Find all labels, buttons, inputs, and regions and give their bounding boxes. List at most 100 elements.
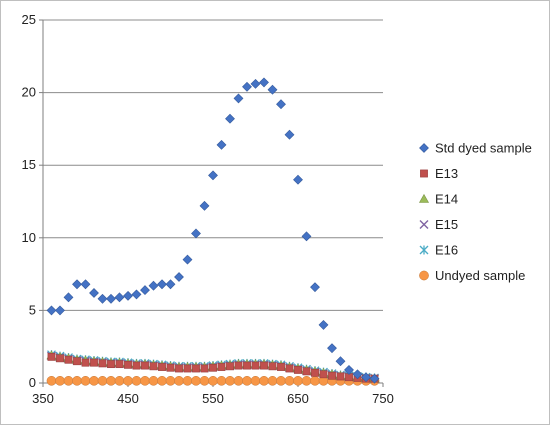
data-point xyxy=(328,371,336,380)
data-point xyxy=(242,81,252,92)
data-point xyxy=(148,280,159,291)
legend-label: E15 xyxy=(435,217,458,232)
data-point xyxy=(277,363,285,371)
data-point xyxy=(250,375,261,386)
data-point xyxy=(267,375,278,386)
data-point xyxy=(114,292,125,303)
data-point xyxy=(284,129,295,140)
legend-marker xyxy=(419,270,429,281)
data-point xyxy=(191,375,201,386)
data-point xyxy=(182,254,193,265)
legend-label: Undyed sample xyxy=(435,268,525,283)
data-point xyxy=(319,370,328,379)
data-point xyxy=(336,372,345,381)
y-tick-label: 10 xyxy=(22,230,36,245)
data-series xyxy=(46,77,380,386)
data-point xyxy=(46,305,57,316)
data-point xyxy=(311,368,319,377)
data-point xyxy=(55,375,65,386)
data-point xyxy=(200,364,209,373)
x-tick-label: 450 xyxy=(117,391,139,406)
data-point xyxy=(208,375,218,386)
data-point xyxy=(123,290,133,301)
data-point xyxy=(80,279,91,290)
data-point xyxy=(166,363,175,372)
legend-label: E16 xyxy=(435,243,458,258)
data-point xyxy=(63,375,74,386)
data-point xyxy=(267,84,278,95)
legend-entry: E15 xyxy=(419,217,458,232)
legend-marker xyxy=(419,245,429,255)
data-point xyxy=(132,361,141,370)
legend-marker xyxy=(419,143,429,153)
data-point xyxy=(225,375,235,386)
data-point xyxy=(157,375,167,386)
data-point xyxy=(107,360,115,369)
data-point xyxy=(293,174,303,185)
x-tick-label: 750 xyxy=(372,391,394,406)
data-point xyxy=(344,365,354,375)
data-point xyxy=(183,364,192,373)
data-point xyxy=(276,99,286,110)
legend-marker xyxy=(420,169,428,178)
data-point xyxy=(131,289,142,300)
data-point xyxy=(141,361,149,370)
data-point xyxy=(251,361,260,370)
data-point xyxy=(361,372,371,383)
data-point xyxy=(149,362,158,371)
y-tick-label: 20 xyxy=(22,85,36,100)
data-point xyxy=(81,358,90,367)
data-point xyxy=(55,305,65,316)
data-point xyxy=(90,358,98,367)
data-point xyxy=(157,279,167,290)
data-point xyxy=(209,363,217,372)
data-point xyxy=(250,78,261,89)
data-point xyxy=(225,113,235,124)
data-point xyxy=(301,375,312,386)
data-point xyxy=(268,362,277,371)
x-tick-label: 550 xyxy=(202,391,224,406)
data-point xyxy=(259,77,269,88)
data-point xyxy=(140,285,150,295)
gridlines xyxy=(43,19,383,311)
data-point xyxy=(114,375,125,386)
data-point xyxy=(310,282,320,293)
data-point xyxy=(131,375,142,386)
x-tick-label: 350 xyxy=(32,391,54,406)
data-point xyxy=(165,375,176,386)
data-point xyxy=(301,231,312,242)
data-point xyxy=(46,375,57,386)
data-point xyxy=(64,355,73,364)
data-point xyxy=(89,375,99,386)
data-point xyxy=(106,375,116,386)
data-point xyxy=(335,356,346,367)
data-point xyxy=(73,357,81,366)
y-tick-label: 15 xyxy=(22,157,36,172)
data-point xyxy=(47,352,56,361)
data-point xyxy=(199,200,210,211)
legend-entry: E16 xyxy=(419,243,458,258)
data-point xyxy=(243,361,251,370)
data-point xyxy=(56,354,64,363)
data-point xyxy=(123,375,133,386)
data-point xyxy=(260,361,268,370)
data-point xyxy=(89,288,99,298)
legend-entry: Std dyed sample xyxy=(419,141,532,156)
data-point xyxy=(199,375,210,386)
tick-labels: 0 5 10 15 20 25 350 450 550 650 750 xyxy=(22,12,394,406)
data-point xyxy=(174,375,184,386)
y-tick-label: 0 xyxy=(29,375,36,390)
data-point xyxy=(175,364,183,373)
x-tick-label: 650 xyxy=(287,391,309,406)
data-point xyxy=(216,139,227,150)
data-point xyxy=(72,375,82,386)
data-point xyxy=(327,343,337,354)
legend-label: E14 xyxy=(435,192,458,207)
data-point xyxy=(174,272,184,282)
data-point xyxy=(63,292,74,303)
y-tick-label: 25 xyxy=(22,12,36,27)
data-point xyxy=(80,375,91,386)
data-point xyxy=(165,279,176,290)
